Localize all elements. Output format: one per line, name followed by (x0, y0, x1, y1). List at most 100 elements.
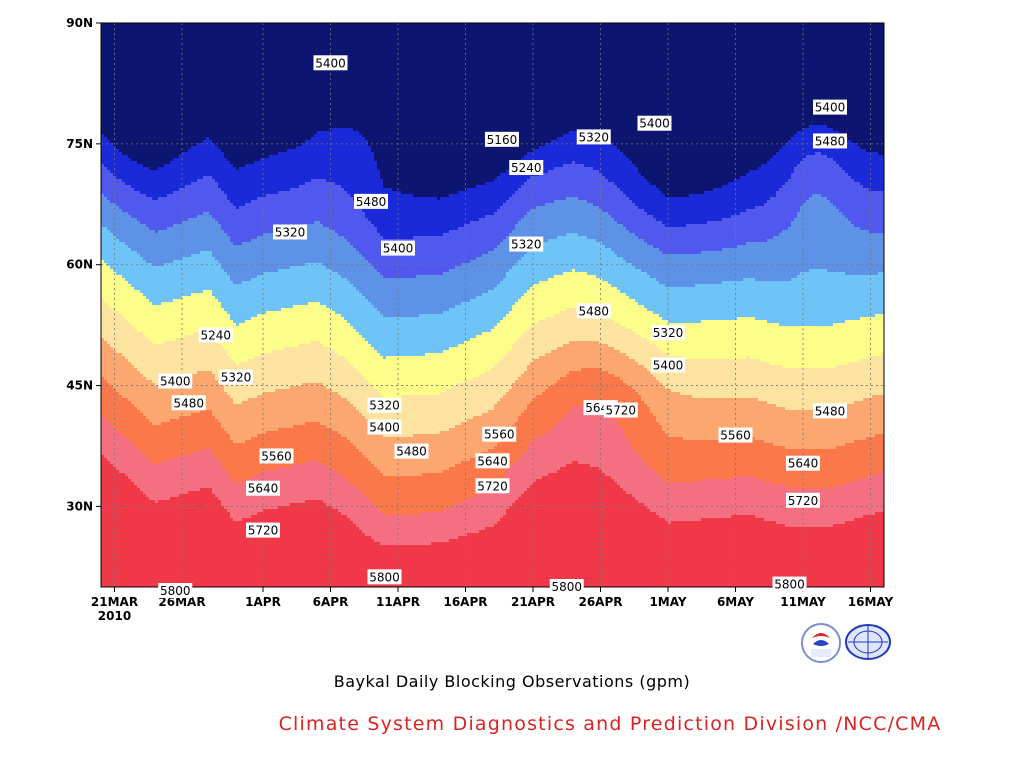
contour-band-cell (500, 359, 533, 362)
contour-band-cell (101, 74, 884, 77)
contour-band-cell (317, 131, 359, 134)
contour-band-cell (302, 143, 368, 146)
contour-label: 5320 (273, 224, 307, 240)
contour-band-cell (839, 131, 884, 134)
contour-band-cell (611, 317, 662, 320)
contour-band-cell (101, 218, 137, 221)
contour-band-cell (377, 428, 449, 431)
contour-band-cell (359, 488, 488, 491)
contour-band-cell (449, 347, 512, 350)
contour-band-cell (620, 188, 659, 191)
contour-band-cell (869, 230, 884, 233)
contour-band-cell (770, 197, 809, 200)
contour-label-text: 5560 (484, 428, 515, 442)
contour-band-cell (113, 173, 380, 176)
contour-band-cell (632, 200, 767, 203)
contour-band-cell (227, 470, 266, 473)
contour-band-cell (239, 362, 350, 365)
contour-band-cell (512, 425, 554, 428)
contour-band-cell (647, 464, 884, 467)
contour-band-cell (302, 224, 323, 227)
contour-band-cell (413, 194, 449, 197)
contour-band-cell (524, 215, 611, 218)
contour-band-cell (626, 326, 884, 329)
contour-band-cell (623, 431, 665, 434)
contour-band-cell (662, 476, 734, 479)
contour-band-cell (338, 392, 380, 395)
contour-band-cell (524, 332, 635, 335)
contour-band-cell (221, 500, 305, 503)
contour-band-cell (701, 251, 884, 254)
contour-band-cell (566, 308, 584, 311)
contour-band-cell (230, 434, 257, 437)
contour-band-cell (239, 167, 377, 170)
contour-band-cell (737, 245, 884, 248)
contour-band-cell (509, 269, 572, 272)
x-tick-label: 16APR (443, 595, 487, 609)
contour-band-cell (383, 512, 422, 515)
contour-band-cell (224, 269, 278, 272)
contour-band-cell (383, 356, 386, 359)
contour-band-cell (554, 167, 593, 170)
contour-band-cell (230, 278, 251, 281)
contour-band-cell (230, 476, 251, 479)
contour-band-cell (449, 467, 509, 470)
contour-band-cell (101, 203, 116, 206)
contour-band-cell (359, 527, 485, 530)
contour-band-cell (119, 470, 227, 473)
contour-band-cell (305, 461, 320, 464)
contour-band-cell (101, 230, 110, 233)
contour-band-cell (485, 527, 884, 530)
contour-band-cell (152, 197, 158, 200)
contour-band-cell (644, 176, 740, 179)
contour-band-cell (518, 416, 563, 419)
contour-band-cell (347, 191, 401, 194)
contour-band-cell (380, 170, 506, 173)
contour-band-cell (290, 188, 344, 191)
contour-band-cell (611, 140, 788, 143)
contour-band-cell (512, 194, 626, 197)
contour-band-cell (101, 542, 380, 545)
contour-band-cell (518, 260, 626, 263)
contour-band-cell (371, 146, 539, 149)
contour-band-cell (515, 302, 638, 305)
contour-band-cell (101, 428, 116, 431)
contour-band-cell (383, 182, 485, 185)
contour-band-cell (554, 425, 620, 428)
contour-band-cell (227, 353, 260, 356)
contour-band-cell (641, 173, 746, 176)
contour-band-cell (566, 374, 614, 377)
contour-band-cell (215, 296, 365, 299)
contour-band-cell (377, 467, 449, 470)
contour-band-cell (101, 500, 155, 503)
contour-label-box (246, 522, 280, 538)
contour-band-cell (374, 425, 455, 428)
contour-band-cell (215, 494, 365, 497)
contour-band-cell (464, 224, 515, 227)
contour-band-cell (602, 173, 641, 176)
contour-band-cell (110, 383, 155, 386)
contour-label: 5720 (603, 402, 638, 418)
contour-band-cell (521, 218, 614, 221)
contour-label-text: 5800 (774, 578, 805, 592)
y-tick-label: 75N (66, 137, 93, 151)
contour-band-cell (827, 155, 884, 158)
contour-band-cell (866, 476, 884, 479)
contour-label: 5800 (158, 583, 193, 599)
contour-band-cell (809, 269, 827, 272)
contour-band-cell (224, 152, 278, 155)
contour-band-cell (137, 251, 200, 254)
contour-band-cell (320, 302, 371, 305)
contour-band-cell (245, 203, 356, 206)
contour-band-cell (848, 173, 884, 176)
contour-band-cell (143, 413, 191, 416)
contour-band-cell (638, 392, 680, 395)
contour-band-cell (650, 509, 884, 512)
contour-band-cell (170, 419, 218, 422)
contour-band-cell (737, 317, 755, 320)
contour-band-cell (101, 143, 113, 146)
contour-band-cell (299, 344, 323, 347)
contour-label-box (381, 240, 415, 256)
